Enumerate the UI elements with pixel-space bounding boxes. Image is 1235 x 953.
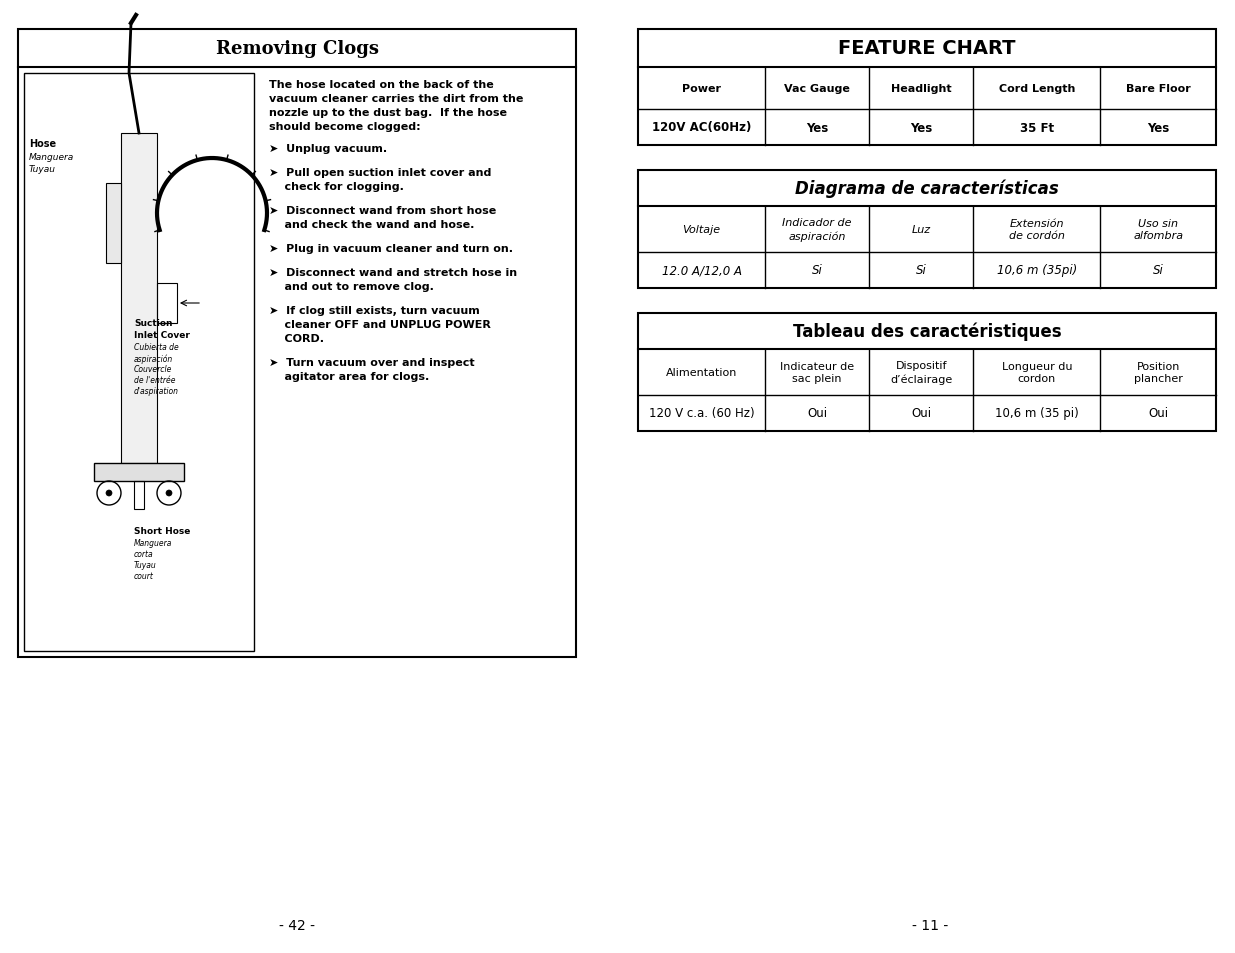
- Text: should become clogged:: should become clogged:: [269, 122, 421, 132]
- Text: Hose: Hose: [28, 139, 56, 149]
- Text: Oui: Oui: [1149, 407, 1168, 420]
- Text: Yes: Yes: [1147, 121, 1170, 134]
- Text: aspiración: aspiración: [135, 354, 173, 363]
- Text: cleaner OFF and UNPLUG POWER: cleaner OFF and UNPLUG POWER: [269, 319, 490, 330]
- Text: Indicateur de
sac plein: Indicateur de sac plein: [781, 361, 855, 384]
- Text: nozzle up to the dust bag.  If the hose: nozzle up to the dust bag. If the hose: [269, 108, 508, 118]
- Text: Si: Si: [916, 264, 926, 277]
- Text: CORD.: CORD.: [269, 334, 324, 344]
- Bar: [23, 74, 254, 651]
- Text: Position
plancher: Position plancher: [1134, 361, 1183, 384]
- Text: Bare Floor: Bare Floor: [1126, 84, 1191, 94]
- Text: 10,6 m (35pi): 10,6 m (35pi): [997, 264, 1077, 277]
- Bar: [135, 481, 144, 510]
- Text: Alimentation: Alimentation: [666, 368, 737, 377]
- Text: ➤  Disconnect wand and stretch hose in: ➤ Disconnect wand and stretch hose in: [269, 268, 517, 277]
- Bar: [94, 463, 184, 481]
- Text: 12.0 A/12,0 A: 12.0 A/12,0 A: [662, 264, 741, 277]
- Text: Headlight: Headlight: [890, 84, 951, 94]
- Text: Uso sin
alfombra: Uso sin alfombra: [1134, 218, 1183, 241]
- Text: Oui: Oui: [808, 407, 827, 420]
- Bar: [19, 30, 576, 658]
- Text: de l'entrée: de l'entrée: [135, 376, 175, 385]
- Text: Short Hose: Short Hose: [135, 527, 190, 536]
- Bar: [106, 184, 121, 264]
- Text: ➤  If clog still exists, turn vacuum: ➤ If clog still exists, turn vacuum: [269, 306, 479, 315]
- Text: - 11 -: - 11 -: [911, 918, 948, 932]
- Text: Extensión
de cordón: Extensión de cordón: [1009, 218, 1065, 241]
- Text: and check the wand and hose.: and check the wand and hose.: [269, 220, 474, 230]
- Text: 10,6 m (35 pi): 10,6 m (35 pi): [995, 407, 1078, 420]
- Text: ➤  Unplug vacuum.: ➤ Unplug vacuum.: [269, 144, 387, 153]
- Text: 120V AC(60Hz): 120V AC(60Hz): [652, 121, 751, 134]
- Text: agitator area for clogs.: agitator area for clogs.: [269, 372, 430, 381]
- Text: check for clogging.: check for clogging.: [269, 182, 404, 192]
- Bar: [157, 284, 177, 324]
- Text: Power: Power: [682, 84, 721, 94]
- Text: - 42 -: - 42 -: [279, 918, 315, 932]
- Text: Diagrama de características: Diagrama de características: [795, 179, 1058, 198]
- Text: Oui: Oui: [911, 407, 931, 420]
- Text: corta: corta: [135, 550, 153, 558]
- Text: ➤  Turn vacuum over and inspect: ➤ Turn vacuum over and inspect: [269, 357, 474, 368]
- Circle shape: [165, 491, 172, 497]
- Text: Suction: Suction: [135, 319, 173, 328]
- Text: Si: Si: [811, 264, 823, 277]
- Text: and out to remove clog.: and out to remove clog.: [269, 282, 433, 292]
- Text: Indicador de
aspiración: Indicador de aspiración: [783, 218, 852, 241]
- Text: Couvercle: Couvercle: [135, 365, 173, 375]
- Text: Longueur du
cordon: Longueur du cordon: [1002, 361, 1072, 384]
- Text: vacuum cleaner carries the dirt from the: vacuum cleaner carries the dirt from the: [269, 94, 524, 104]
- Bar: [638, 171, 1216, 289]
- Text: Inlet Cover: Inlet Cover: [135, 331, 190, 340]
- Text: Yes: Yes: [806, 121, 829, 134]
- Text: Yes: Yes: [910, 121, 932, 134]
- Text: Tuyau: Tuyau: [135, 561, 157, 570]
- Text: Si: Si: [1152, 264, 1163, 277]
- Text: Manguera: Manguera: [28, 152, 74, 161]
- Text: Dispositif
d’éclairage: Dispositif d’éclairage: [890, 361, 952, 384]
- Text: Vac Gauge: Vac Gauge: [784, 84, 850, 94]
- Text: ➤  Pull open suction inlet cover and: ➤ Pull open suction inlet cover and: [269, 168, 492, 178]
- Bar: [638, 314, 1216, 432]
- Text: d'aspiration: d'aspiration: [135, 387, 179, 396]
- Text: Cubierta de: Cubierta de: [135, 343, 179, 352]
- Text: ➤  Plug in vacuum cleaner and turn on.: ➤ Plug in vacuum cleaner and turn on.: [269, 244, 513, 253]
- Text: 35 Ft: 35 Ft: [1020, 121, 1053, 134]
- Text: ➤  Disconnect wand from short hose: ➤ Disconnect wand from short hose: [269, 206, 496, 215]
- Text: Voltaje: Voltaje: [683, 225, 721, 234]
- Text: Tableau des caractéristiques: Tableau des caractéristiques: [793, 322, 1061, 341]
- Text: Manguera: Manguera: [135, 539, 173, 548]
- Text: The hose located on the back of the: The hose located on the back of the: [269, 80, 494, 90]
- Bar: [121, 133, 157, 463]
- Text: Tuyau: Tuyau: [28, 164, 56, 173]
- Circle shape: [106, 491, 112, 497]
- Text: Cord Length: Cord Length: [999, 84, 1074, 94]
- Text: Luz: Luz: [911, 225, 931, 234]
- Bar: [638, 30, 1216, 146]
- Text: court: court: [135, 572, 154, 581]
- Text: FEATURE CHART: FEATURE CHART: [839, 39, 1015, 58]
- Text: Removing Clogs: Removing Clogs: [215, 40, 378, 58]
- Text: 120 V c.a. (60 Hz): 120 V c.a. (60 Hz): [648, 407, 755, 420]
